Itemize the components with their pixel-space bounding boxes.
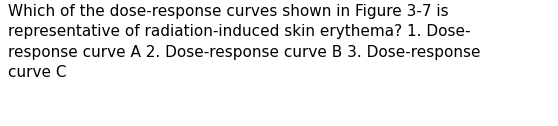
Text: Which of the dose-response curves shown in Figure 3-7 is
representative of radia: Which of the dose-response curves shown … — [8, 4, 481, 80]
